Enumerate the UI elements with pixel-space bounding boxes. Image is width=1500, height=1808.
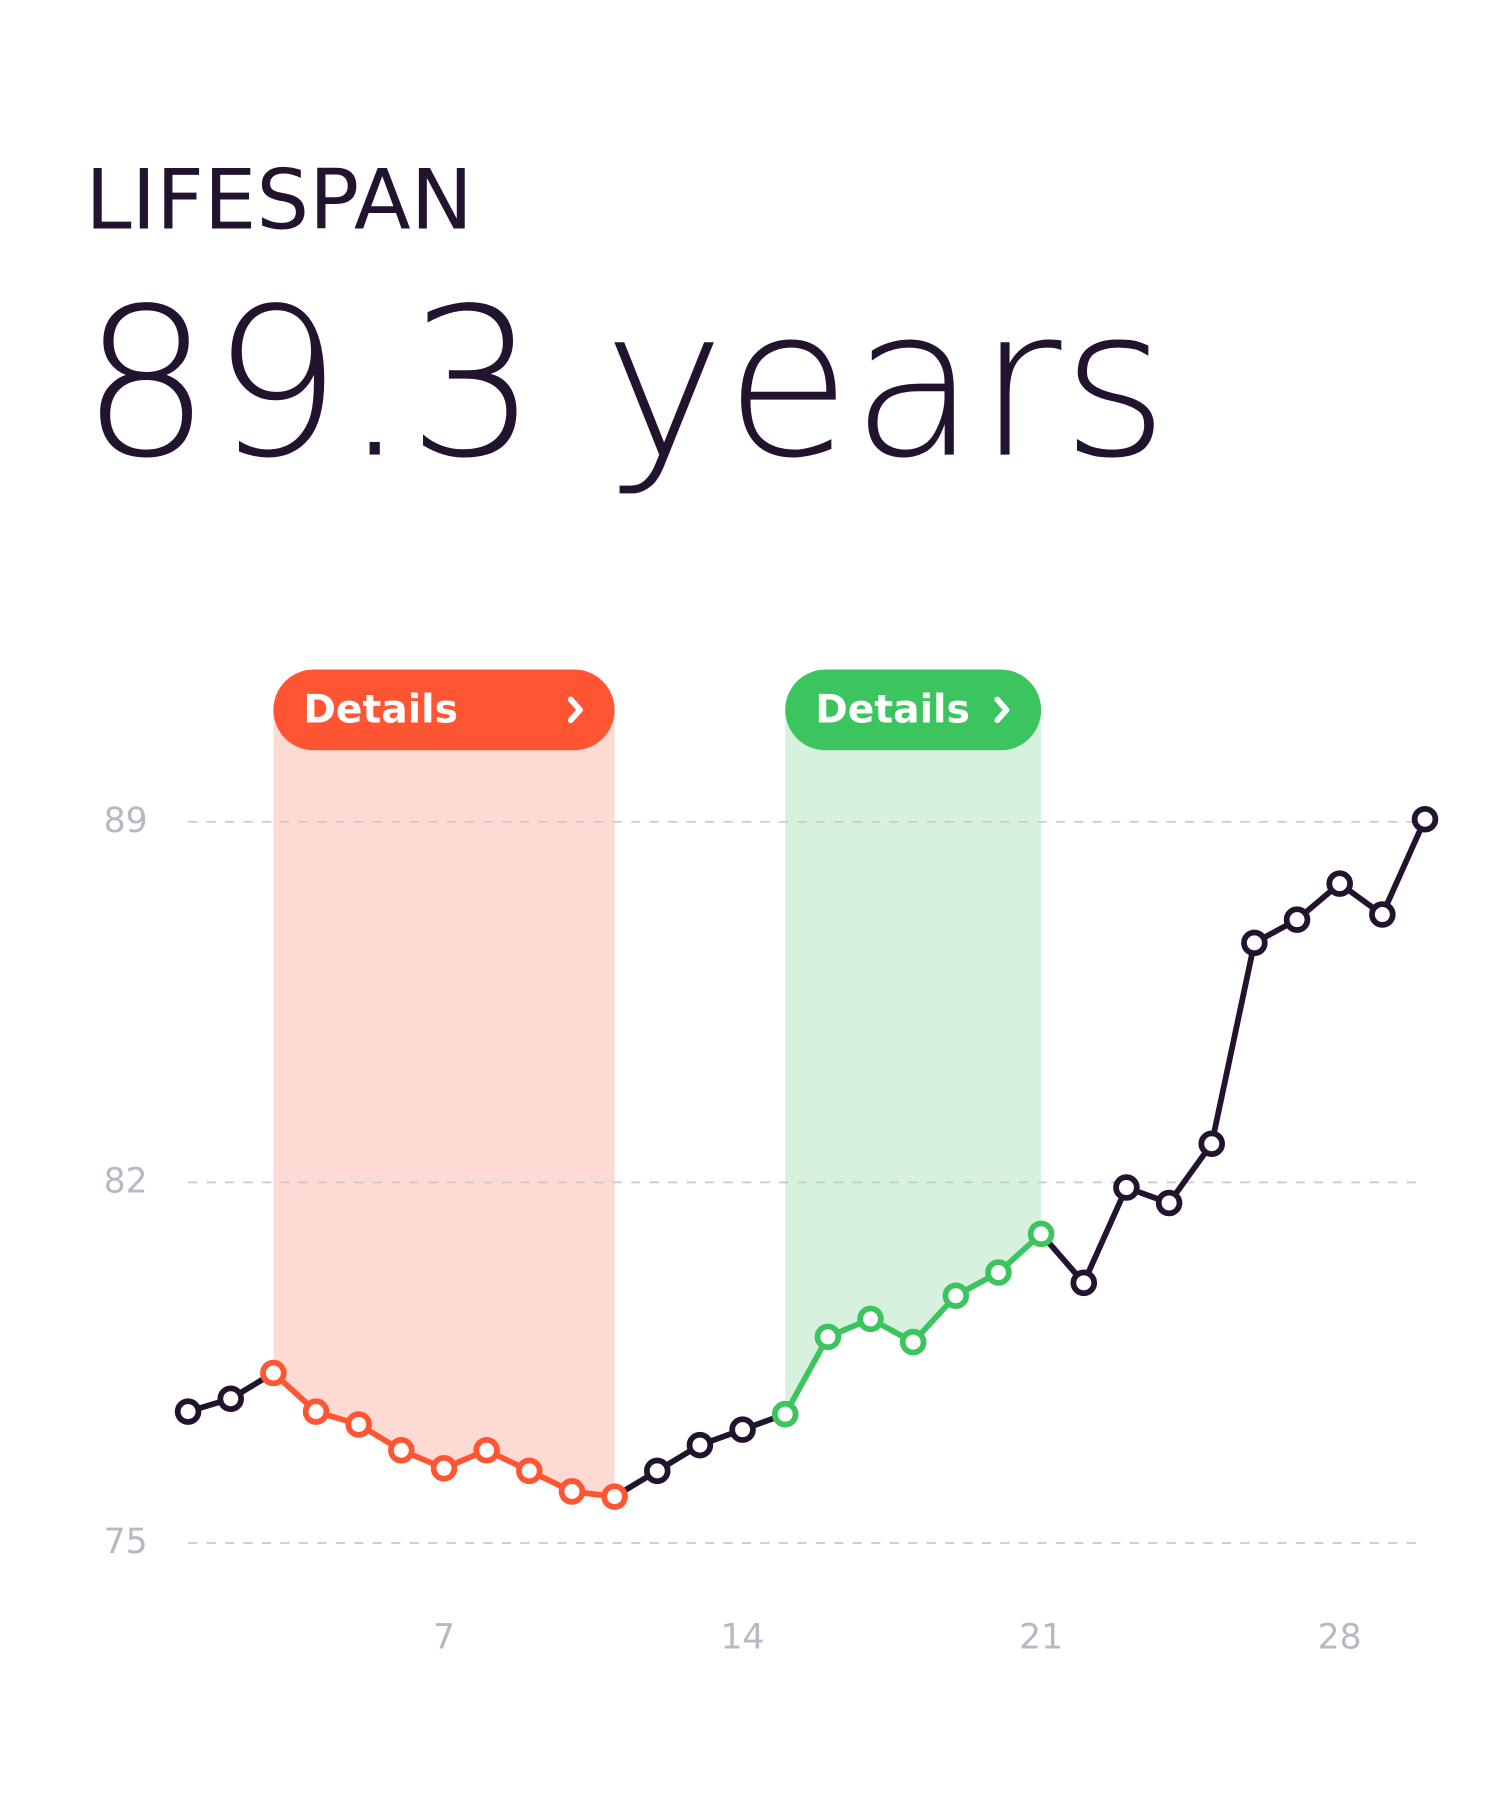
data-point: [1283, 906, 1311, 933]
data-point: [985, 1259, 1012, 1286]
y-tick-label: 82: [104, 1161, 148, 1201]
x-tick-label: 7: [433, 1618, 455, 1658]
data-point: [388, 1436, 415, 1464]
details-label[interactable]: Details: [815, 688, 970, 733]
line-segment: [1379, 816, 1428, 918]
data-point: [217, 1385, 244, 1412]
y-tick-label: 75: [104, 1522, 148, 1562]
x-tick-label: 14: [721, 1618, 765, 1658]
details-label[interactable]: Details: [303, 688, 458, 733]
data-point: [260, 1359, 287, 1387]
data-point: [1369, 901, 1396, 928]
x-tick-label: 28: [1318, 1618, 1362, 1658]
metric-value: 89.3 years: [81, 265, 1169, 504]
data-point: [771, 1400, 799, 1428]
data-point: [942, 1282, 970, 1309]
data-point: [516, 1457, 543, 1485]
data-point: [1070, 1269, 1098, 1297]
data-point: [558, 1478, 586, 1505]
data-point: [430, 1455, 458, 1482]
line-segment: [1208, 939, 1258, 1147]
data-point: [857, 1305, 884, 1333]
details-button[interactable]: [273, 669, 615, 751]
line-segment: [782, 1334, 831, 1418]
details-button[interactable]: [785, 669, 1042, 751]
highlight-band: [785, 709, 1042, 1415]
data-point: [601, 1483, 628, 1510]
y-tick-label: 89: [104, 801, 148, 841]
data-point: [345, 1411, 372, 1438]
highlight-band: [273, 709, 615, 1497]
data-point: [1411, 805, 1439, 833]
chevron-icon[interactable]: [567, 696, 583, 724]
data-point: [1113, 1174, 1140, 1201]
metric-label: LIFESPAN: [85, 152, 473, 249]
data-point: [814, 1323, 842, 1351]
data-point: [1027, 1220, 1055, 1248]
data-point: [1155, 1189, 1183, 1217]
data-point: [1241, 929, 1268, 957]
data-point: [899, 1328, 927, 1356]
line-segment: [1080, 1184, 1130, 1286]
x-tick-label: 21: [1019, 1618, 1063, 1658]
data-point: [686, 1431, 714, 1459]
data-point: [729, 1416, 756, 1443]
chevron-icon[interactable]: [994, 696, 1010, 724]
data-point: [302, 1398, 330, 1425]
data-point: [473, 1436, 500, 1464]
data-point: [1198, 1130, 1226, 1158]
data-point: [1326, 870, 1353, 897]
data-point: [174, 1398, 202, 1425]
data-point: [643, 1457, 671, 1485]
